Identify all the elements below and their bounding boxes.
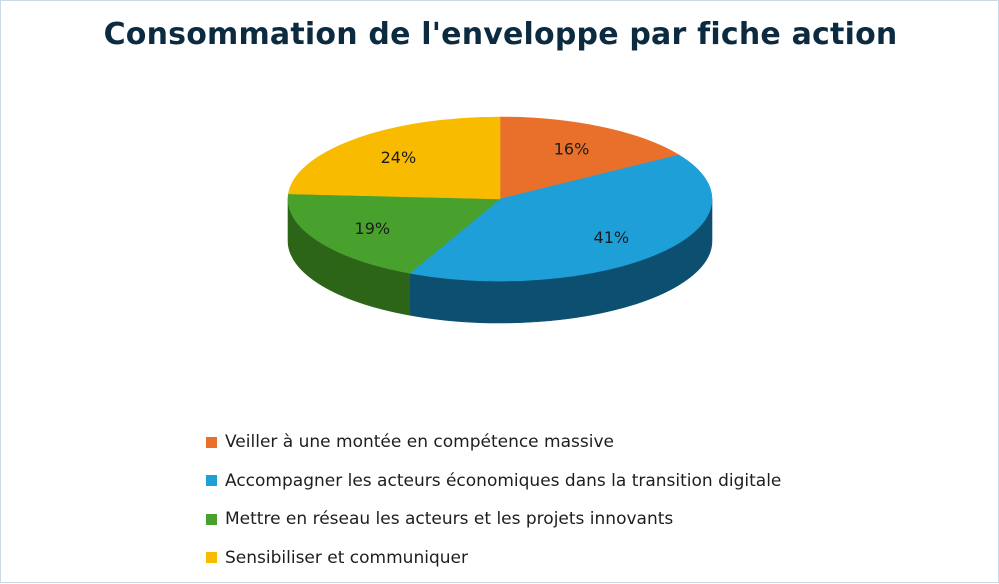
legend-label-reseau: Mettre en réseau les acteurs et les proj… — [225, 509, 674, 530]
pie-slice-sensibiliser — [288, 116, 501, 200]
legend-swatch-sensibiliser — [206, 552, 217, 564]
pie-labels: 16% 41% 19% 24% — [355, 140, 630, 247]
legend-item-accompagner: Accompagner les acteurs économiques dans… — [206, 462, 906, 501]
legend-label-sensibiliser: Sensibiliser et communiquer — [225, 547, 468, 568]
legend-item-sensibiliser: Sensibiliser et communiquer — [206, 539, 906, 578]
data-label-sensibiliser: 24% — [381, 148, 417, 167]
chart-title: Consommation de l'enveloppe par fiche ac… — [103, 17, 898, 52]
data-label-reseau: 19% — [355, 219, 391, 238]
legend-swatch-accompagner — [206, 475, 217, 487]
data-label-veiller: 16% — [554, 140, 590, 159]
legend-item-veiller: Veiller à une montée en compétence massi… — [206, 423, 906, 462]
data-label-accompagner: 41% — [594, 228, 630, 247]
legend: Veiller à une montée en compétence massi… — [206, 423, 906, 577]
pie-slice-accompagner — [409, 154, 713, 282]
legend-swatch-veiller — [206, 436, 217, 448]
pie-slice-veiller — [499, 116, 680, 200]
legend-swatch-reseau — [206, 513, 217, 525]
legend-label-veiller: Veiller à une montée en compétence massi… — [225, 432, 614, 453]
pie-top — [287, 116, 713, 282]
legend-label-accompagner: Accompagner les acteurs économiques dans… — [225, 470, 782, 491]
legend-item-reseau: Mettre en réseau les acteurs et les proj… — [206, 500, 906, 539]
pie-slice-reseau — [287, 193, 501, 274]
